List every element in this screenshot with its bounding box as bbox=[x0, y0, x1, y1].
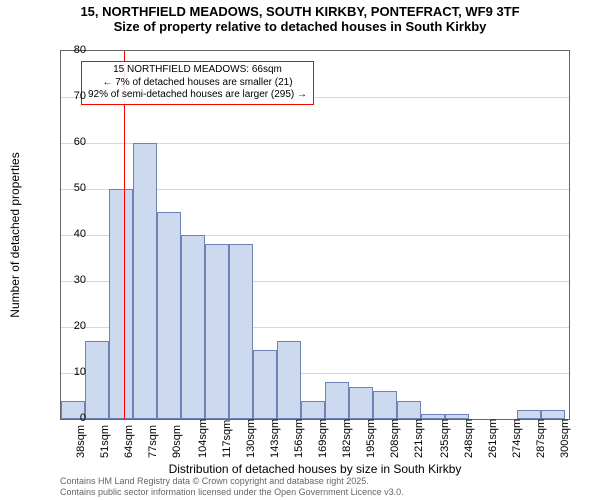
histogram-bar bbox=[397, 401, 421, 419]
histogram-bar bbox=[373, 391, 397, 419]
credits-block: Contains HM Land Registry data © Crown c… bbox=[60, 476, 404, 498]
histogram-bar bbox=[517, 410, 541, 419]
x-tick-label: 51sqm bbox=[99, 425, 111, 458]
x-tick-label: 77sqm bbox=[147, 425, 159, 458]
y-tick-label: 0 bbox=[46, 412, 86, 424]
x-tick-label: 64sqm bbox=[123, 425, 135, 458]
x-tick-label: 182sqm bbox=[341, 419, 353, 458]
x-tick-label: 156sqm bbox=[293, 419, 305, 458]
credits-line-2: Contains public sector information licen… bbox=[60, 487, 404, 498]
y-axis-label: Number of detached properties bbox=[8, 50, 22, 420]
x-tick-label: 130sqm bbox=[245, 419, 257, 458]
histogram-bar bbox=[325, 382, 349, 419]
x-tick-label: 38sqm bbox=[75, 425, 87, 458]
y-tick-label: 40 bbox=[46, 228, 86, 240]
x-tick-label: 261sqm bbox=[487, 419, 499, 458]
x-tick-label: 90sqm bbox=[171, 425, 183, 458]
x-tick-label: 169sqm bbox=[317, 419, 329, 458]
histogram-bar bbox=[277, 341, 301, 419]
x-tick-label: 274sqm bbox=[511, 419, 523, 458]
plot-area: 15 NORTHFIELD MEADOWS: 66sqm ← 7% of det… bbox=[60, 50, 570, 420]
title-line-1: 15, NORTHFIELD MEADOWS, SOUTH KIRKBY, PO… bbox=[0, 4, 600, 19]
histogram-bar bbox=[253, 350, 277, 419]
histogram-bar bbox=[229, 244, 253, 419]
x-tick-label: 287sqm bbox=[535, 419, 547, 458]
histogram-bar bbox=[85, 341, 109, 419]
x-tick-label: 104sqm bbox=[197, 419, 209, 458]
histogram-bar bbox=[349, 387, 373, 419]
x-tick-label: 248sqm bbox=[463, 419, 475, 458]
y-tick-label: 60 bbox=[46, 136, 86, 148]
x-tick-label: 117sqm bbox=[221, 420, 233, 458]
x-tick-label: 195sqm bbox=[365, 419, 377, 458]
x-tick-label: 143sqm bbox=[269, 419, 281, 458]
x-tick-label: 235sqm bbox=[439, 419, 451, 458]
y-tick-label: 20 bbox=[46, 320, 86, 332]
y-tick-label: 30 bbox=[46, 274, 86, 286]
annotation-line-2: ← 7% of detached houses are smaller (21) bbox=[88, 77, 307, 90]
histogram-bar bbox=[157, 212, 181, 419]
y-tick-label: 80 bbox=[46, 44, 86, 56]
y-tick-label: 70 bbox=[46, 90, 86, 102]
y-tick-label: 10 bbox=[46, 366, 86, 378]
x-tick-label: 208sqm bbox=[389, 419, 401, 458]
x-tick-label: 221sqm bbox=[413, 419, 425, 458]
annotation-box: 15 NORTHFIELD MEADOWS: 66sqm ← 7% of det… bbox=[81, 61, 314, 105]
x-tick-label: 300sqm bbox=[559, 419, 571, 458]
title-block: 15, NORTHFIELD MEADOWS, SOUTH KIRKBY, PO… bbox=[0, 4, 600, 34]
chart-container: 15, NORTHFIELD MEADOWS, SOUTH KIRKBY, PO… bbox=[0, 0, 600, 500]
credits-line-1: Contains HM Land Registry data © Crown c… bbox=[60, 476, 404, 487]
histogram-bar bbox=[541, 410, 565, 419]
annotation-line-3: 92% of semi-detached houses are larger (… bbox=[88, 89, 307, 102]
title-line-2: Size of property relative to detached ho… bbox=[0, 19, 600, 34]
histogram-bar bbox=[205, 244, 229, 419]
marker-line bbox=[124, 51, 125, 419]
histogram-bar bbox=[181, 235, 205, 419]
histogram-bar bbox=[133, 143, 157, 419]
annotation-line-1: 15 NORTHFIELD MEADOWS: 66sqm bbox=[88, 64, 307, 77]
histogram-bar bbox=[109, 189, 133, 419]
x-axis-label: Distribution of detached houses by size … bbox=[60, 462, 570, 476]
y-tick-label: 50 bbox=[46, 182, 86, 194]
histogram-bar bbox=[301, 401, 325, 419]
